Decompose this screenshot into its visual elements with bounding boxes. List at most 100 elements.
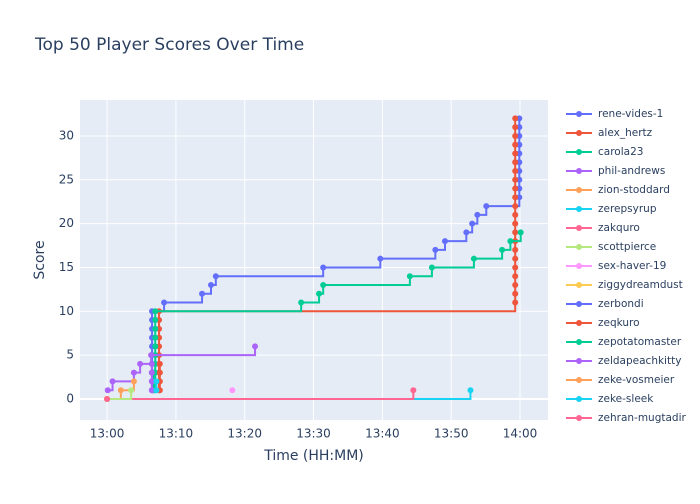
- data-point: [467, 387, 474, 394]
- legend-label: sex-haver-19: [598, 260, 666, 272]
- legend-label: phil-andrews: [598, 165, 665, 177]
- x-tick-label: 13:00: [90, 427, 125, 441]
- legend-marker: [576, 206, 582, 212]
- data-point: [512, 264, 519, 271]
- legend-label: scottpierce: [598, 241, 656, 253]
- data-point: [516, 150, 523, 157]
- data-point: [199, 290, 206, 297]
- data-point: [298, 299, 305, 306]
- legend-marker: [576, 244, 582, 250]
- legend: rene-vides-1 alex_hertz carola23 phil-andre…: [566, 108, 687, 424]
- legend-label: alex_hertz: [598, 127, 653, 139]
- legend-label: zehran-mugtadir: [598, 412, 687, 424]
- legend-marker: [576, 415, 582, 421]
- data-point: [316, 290, 323, 297]
- data-point: [516, 176, 523, 183]
- legend-label: carola23: [598, 146, 643, 158]
- legend-marker: [576, 320, 582, 326]
- data-point: [512, 176, 519, 183]
- data-point: [152, 325, 159, 332]
- legend-marker: [576, 130, 582, 136]
- data-point: [320, 264, 327, 271]
- data-point: [156, 369, 163, 376]
- data-point: [152, 343, 159, 350]
- data-point: [512, 290, 519, 297]
- y-tick-label: 0: [66, 391, 74, 405]
- data-point: [516, 115, 523, 122]
- x-axis-label: Time (HH:MM): [263, 448, 364, 464]
- data-point: [212, 273, 219, 280]
- y-tick-label: 15: [59, 260, 74, 274]
- data-point: [148, 387, 155, 394]
- legend-marker: [576, 358, 582, 364]
- data-point: [148, 360, 155, 367]
- data-point: [432, 246, 439, 253]
- x-tick-label: 13:10: [159, 427, 194, 441]
- legend-marker: [576, 377, 582, 383]
- data-point: [516, 132, 523, 139]
- data-point: [109, 378, 116, 385]
- data-point: [156, 360, 163, 367]
- legend-marker: [576, 282, 582, 288]
- data-point: [229, 387, 236, 394]
- data-point: [512, 281, 519, 288]
- x-tick-label: 14:00: [503, 427, 538, 441]
- legend-marker: [576, 301, 582, 307]
- x-tick-label: 13:50: [434, 427, 469, 441]
- data-point: [483, 203, 490, 210]
- data-point: [130, 369, 137, 376]
- legend-label: zeqkuro: [598, 317, 640, 329]
- data-point: [377, 255, 384, 262]
- y-tick-label: 30: [59, 128, 74, 142]
- data-point: [516, 124, 523, 131]
- data-point: [152, 308, 159, 315]
- chart-title: Top 50 Player Scores Over Time: [34, 35, 304, 55]
- series-group: [104, 115, 524, 402]
- data-point: [441, 238, 448, 245]
- legend-marker: [576, 225, 582, 231]
- data-point: [148, 352, 155, 359]
- data-point: [512, 203, 519, 210]
- x-tick-label: 13:40: [365, 427, 400, 441]
- data-point: [512, 299, 519, 306]
- data-point: [470, 255, 477, 262]
- data-point: [516, 194, 523, 201]
- data-point: [512, 168, 519, 175]
- legend-label: zepotatomaster: [598, 336, 682, 348]
- data-point: [130, 378, 137, 385]
- legend-marker: [576, 111, 582, 117]
- data-point: [104, 395, 111, 402]
- data-point: [153, 378, 160, 385]
- legend-marker: [576, 187, 582, 193]
- legend-marker: [576, 396, 582, 402]
- legend-label: zerbondi: [598, 298, 644, 310]
- y-tick-label: 20: [59, 216, 74, 230]
- data-point: [512, 194, 519, 201]
- data-point: [152, 317, 159, 324]
- legend-label: zeldapeachkitty: [598, 355, 681, 367]
- data-point: [252, 343, 259, 350]
- data-point: [428, 264, 435, 271]
- data-point: [499, 246, 506, 253]
- data-point: [512, 115, 519, 122]
- legend-label: zeke-vosmeier: [598, 374, 675, 386]
- data-point: [512, 255, 519, 262]
- legend-marker: [576, 339, 582, 345]
- data-point: [512, 141, 519, 148]
- data-point: [512, 150, 519, 157]
- data-point: [161, 299, 168, 306]
- y-tick-label: 10: [59, 304, 74, 318]
- data-point: [516, 185, 523, 192]
- legend-label: zakquro: [598, 222, 640, 234]
- data-point: [512, 220, 519, 227]
- legend-label: zion-stoddard: [598, 184, 670, 196]
- y-axis-label: Score: [32, 240, 48, 279]
- y-tick-label: 5: [66, 348, 74, 362]
- data-point: [512, 211, 519, 218]
- data-point: [117, 387, 124, 394]
- data-point: [152, 334, 159, 341]
- legend-marker: [576, 168, 582, 174]
- data-point: [207, 281, 214, 288]
- legend-label: ziggydreamdust: [598, 279, 683, 291]
- data-point: [104, 387, 111, 394]
